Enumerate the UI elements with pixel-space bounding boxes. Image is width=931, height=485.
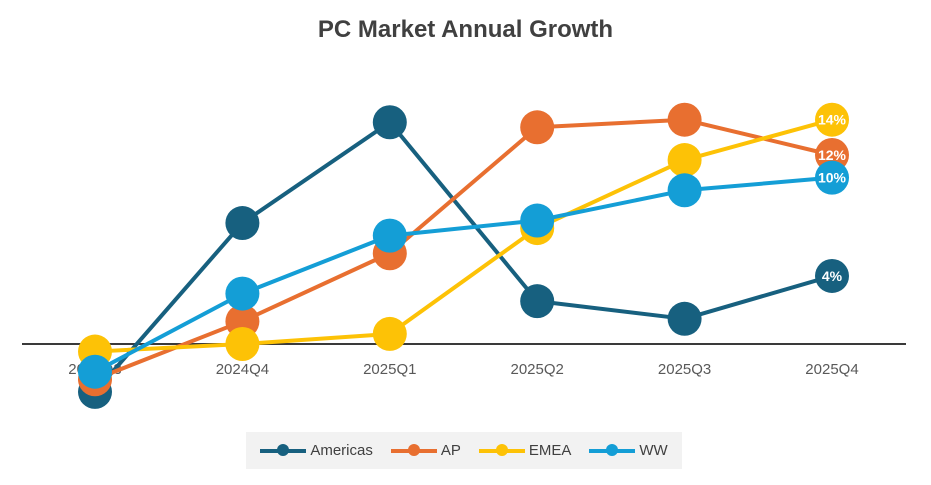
- data-label-ap: 12%: [818, 147, 847, 163]
- chart-title: PC Market Annual Growth: [317, 16, 614, 43]
- data-label-americas: 4%: [822, 268, 843, 284]
- legend-label: WW: [639, 442, 668, 459]
- data-point-ww: [225, 276, 260, 311]
- data-point-americas: [815, 258, 849, 293]
- data-point-americas: [372, 105, 407, 140]
- x-tick-label: 2025Q2: [511, 361, 564, 378]
- data-point-emea: [815, 102, 849, 137]
- legend-swatch: [478, 443, 525, 456]
- data-point-ww: [520, 203, 555, 238]
- data-point-ww: [667, 173, 702, 208]
- data-point-ap: [667, 102, 702, 137]
- legend-swatch: [260, 443, 307, 456]
- legend-item-americas: Americas: [260, 442, 373, 459]
- data-point-americas: [225, 206, 260, 241]
- legend-label: EMEA: [528, 442, 572, 459]
- data-point-emea: [225, 327, 260, 361]
- legend-item-ap: AP: [390, 442, 461, 459]
- series-line-americas: [93, 120, 833, 394]
- data-point-emea: [372, 316, 407, 351]
- series-line-ap: [94, 117, 833, 382]
- legend-swatch: [589, 443, 636, 456]
- x-tick-label: 2025Q3: [658, 361, 711, 378]
- legend-label: AP: [440, 442, 461, 459]
- data-point-americas: [667, 301, 702, 336]
- x-tick-label: 2025Q1: [363, 361, 416, 378]
- legend-label: Americas: [310, 442, 373, 459]
- legend-swatch: [390, 443, 437, 456]
- data-point-ww: [78, 354, 112, 389]
- data-point-ap: [520, 110, 555, 145]
- legend: Americas AP EMEA WW: [246, 432, 682, 469]
- legend-item-ww: WW: [589, 442, 668, 459]
- data-label-ww: 10%: [818, 170, 847, 186]
- x-tick-label: 2024Q4: [216, 361, 269, 378]
- series-line-emea: [94, 117, 833, 354]
- series-line-ww: [94, 175, 833, 374]
- legend-item-emea: EMEA: [478, 442, 572, 459]
- data-point-ww: [372, 218, 407, 253]
- data-point-emea: [667, 143, 702, 178]
- data-label-emea: 14%: [818, 112, 847, 128]
- data-point-ww: [815, 160, 849, 195]
- data-point-americas: [520, 284, 555, 319]
- x-tick-label: 2025Q4: [805, 361, 858, 378]
